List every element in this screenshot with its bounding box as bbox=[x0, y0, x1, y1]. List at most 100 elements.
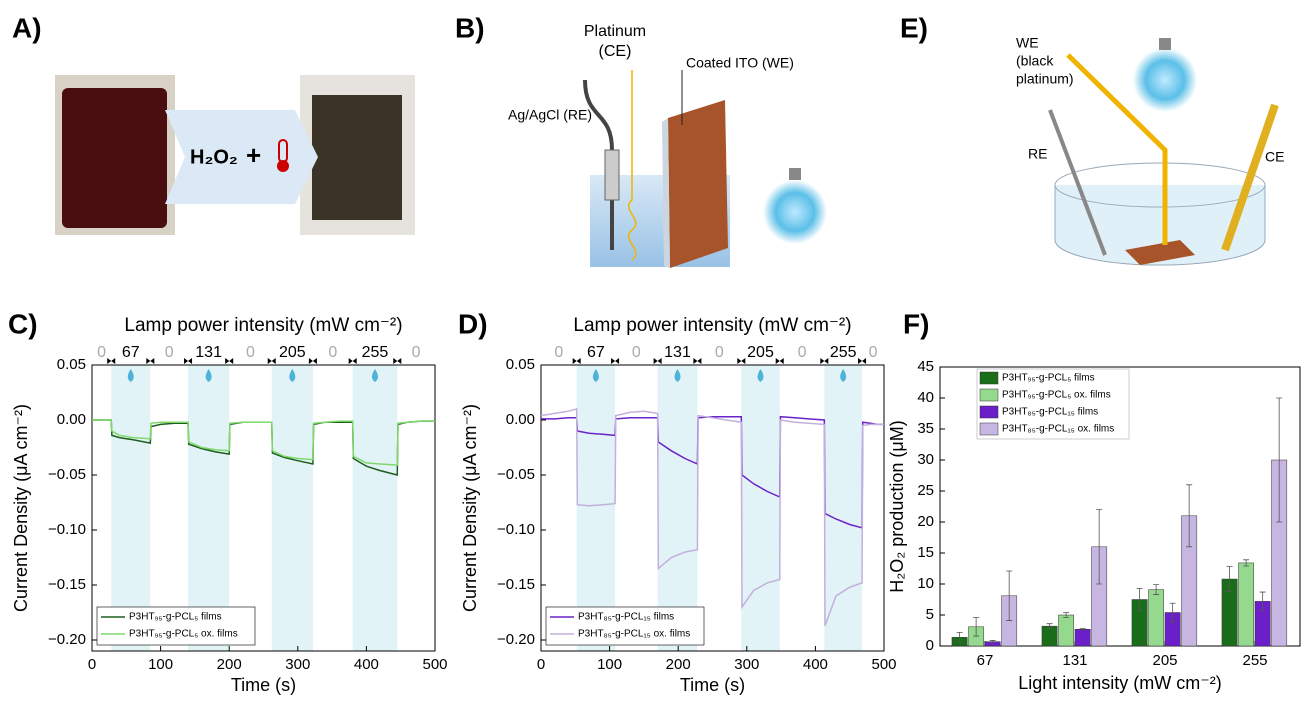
intensity-label: 255 bbox=[362, 344, 389, 361]
legend-label: P3HT₉₅-g-PCL₅ ox. films bbox=[1002, 390, 1111, 401]
intensity-label: 0 bbox=[328, 344, 337, 361]
legend-box bbox=[96, 606, 256, 646]
x-tick-label: 100 bbox=[148, 656, 173, 673]
error-bar bbox=[1186, 484, 1193, 548]
x-tick-label: 200 bbox=[666, 656, 691, 673]
legend-swatch bbox=[979, 371, 999, 385]
intensity-label: 0 bbox=[715, 344, 724, 361]
y-tick-label: 35 bbox=[917, 420, 934, 437]
legend-label: P3HT₉₅-g-PCL₅ films bbox=[1002, 373, 1095, 384]
interval-marker bbox=[393, 358, 402, 364]
x-tick-label: 67 bbox=[977, 652, 994, 669]
y-tick-label: 10 bbox=[917, 575, 934, 592]
interval-marker bbox=[737, 358, 746, 364]
legend-label: P3HT₈₅-g-PCL₁₅ ox. films bbox=[578, 629, 690, 640]
bulb-icon bbox=[127, 369, 134, 382]
legend-label: P3HT₈₅-g-PCL₁₅ films bbox=[578, 612, 674, 623]
label: (black bbox=[1016, 53, 1054, 69]
intensity-label: 131 bbox=[664, 344, 691, 361]
interval-marker bbox=[107, 358, 116, 364]
chart-title: Lamp power intensity (mW cm⁻²) bbox=[124, 315, 402, 336]
bulb bbox=[1133, 48, 1197, 112]
y-tick-label: −0.15 bbox=[497, 576, 535, 593]
error-bar bbox=[1226, 566, 1233, 592]
bar bbox=[1238, 562, 1255, 647]
interval-marker bbox=[858, 358, 867, 364]
bulb-icon bbox=[674, 369, 681, 382]
x-tick-label: 400 bbox=[803, 656, 828, 673]
y-tick-label: 20 bbox=[917, 513, 934, 530]
panel-letter: A) bbox=[12, 12, 42, 43]
y-axis-label: Current Density (μA cm⁻²) bbox=[11, 404, 31, 612]
interval-marker bbox=[572, 358, 581, 364]
legend-swatch bbox=[979, 422, 999, 436]
bulb-icon bbox=[371, 369, 378, 382]
panel-e: WE (black platinum) RE CE bbox=[1016, 35, 1284, 266]
interval-marker bbox=[225, 358, 234, 364]
intensity-label: 0 bbox=[798, 344, 807, 361]
label: Ag/AgCl (RE) bbox=[508, 107, 592, 123]
error-bar bbox=[1006, 570, 1013, 621]
interval-marker bbox=[146, 358, 155, 364]
panel-letter: B) bbox=[455, 12, 485, 43]
light-band bbox=[824, 365, 863, 651]
y-tick-label: −0.15 bbox=[48, 576, 86, 593]
intensity-label: 67 bbox=[587, 344, 605, 361]
light-band bbox=[111, 365, 151, 651]
error-bar bbox=[973, 617, 980, 637]
bulb-icon bbox=[205, 369, 212, 382]
interval-marker bbox=[611, 358, 620, 364]
x-tick-label: 0 bbox=[88, 656, 96, 673]
bulb bbox=[763, 180, 827, 244]
y-tick-label: −0.05 bbox=[48, 466, 86, 483]
legend-label: P3HT₈₅-g-PCL₁₅ ox. films bbox=[1002, 424, 1114, 435]
x-tick-label: 100 bbox=[597, 656, 622, 673]
reference-body bbox=[604, 149, 620, 201]
intensity-label: 0 bbox=[97, 344, 106, 361]
legend-label: P3HT₉₅-g-PCL₅ films bbox=[129, 612, 222, 623]
plot-frame bbox=[540, 364, 885, 652]
error-bar bbox=[1153, 584, 1160, 595]
panel-a: H₂O₂ + bbox=[55, 75, 415, 235]
label: (CE) bbox=[599, 43, 632, 60]
series-line bbox=[92, 419, 435, 466]
y-tick-label: 30 bbox=[917, 451, 934, 468]
y-tick-label: −0.20 bbox=[48, 631, 86, 648]
x-axis-label: Light intensity (mW cm⁻²) bbox=[1018, 673, 1222, 693]
intensity-label: 0 bbox=[632, 344, 641, 361]
bulb-icon bbox=[592, 369, 599, 382]
interval-marker bbox=[308, 358, 317, 364]
bar bbox=[1041, 625, 1058, 647]
interval-marker bbox=[184, 358, 193, 364]
panel-letter: F) bbox=[903, 308, 929, 339]
x-tick-label: 0 bbox=[537, 656, 545, 673]
y-tick-label: −0.10 bbox=[48, 521, 86, 538]
error-bar bbox=[1046, 623, 1053, 630]
bulb-icon bbox=[289, 369, 296, 382]
interval-marker bbox=[775, 358, 784, 364]
label: Platinum bbox=[584, 23, 646, 40]
x-tick-label: 300 bbox=[285, 656, 310, 673]
intensity-label: 131 bbox=[195, 344, 222, 361]
light-band bbox=[741, 365, 780, 651]
error-bar bbox=[1136, 587, 1143, 612]
plus: + bbox=[246, 140, 261, 170]
y-tick-label: 0.00 bbox=[57, 411, 86, 428]
error-bar bbox=[989, 640, 996, 644]
reagent: H₂O₂ bbox=[190, 146, 238, 168]
y-tick-label: 45 bbox=[917, 358, 934, 375]
intensity-label: 0 bbox=[165, 344, 174, 361]
light-band bbox=[271, 365, 313, 651]
interval-marker bbox=[348, 358, 357, 364]
label: Coated ITO (WE) bbox=[686, 55, 794, 71]
y-tick-label: −0.20 bbox=[497, 631, 535, 648]
intensity-label: 67 bbox=[122, 344, 140, 361]
y-tick-label: −0.10 bbox=[497, 521, 535, 538]
legend-label: P3HT₈₅-g-PCL₁₅ films bbox=[1002, 407, 1098, 418]
y-tick-label: −0.05 bbox=[497, 466, 535, 483]
film-after bbox=[312, 95, 402, 220]
bulb-base bbox=[1159, 38, 1171, 50]
x-tick-label: 500 bbox=[422, 656, 447, 673]
bulb-base bbox=[789, 168, 801, 180]
panel-b: Platinum (CE) Coated ITO (WE) Ag/AgCl (R… bbox=[508, 23, 827, 268]
